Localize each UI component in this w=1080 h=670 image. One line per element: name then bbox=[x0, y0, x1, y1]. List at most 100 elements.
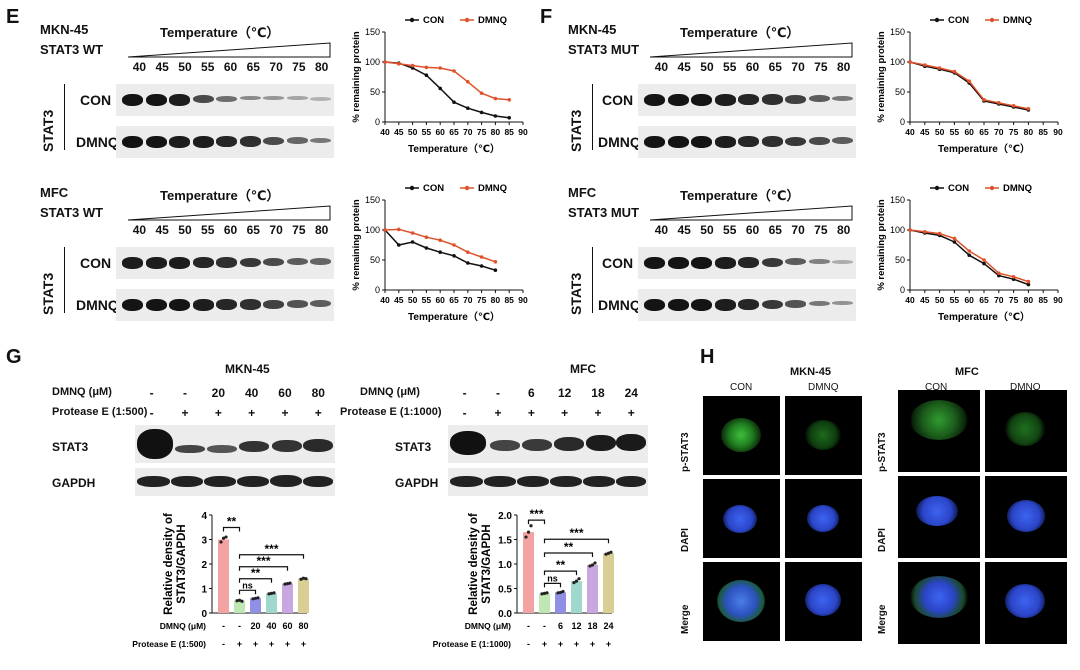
h-mkn45-dmnq-merge bbox=[785, 562, 862, 641]
g-mfc-protease-4: + bbox=[594, 406, 602, 420]
point-con bbox=[1026, 282, 1031, 287]
bar-2 bbox=[555, 592, 566, 613]
x-tick-label: 60 bbox=[435, 295, 445, 305]
cetsa-E-top-con-band-40 bbox=[122, 94, 143, 106]
x-tick-label: 50 bbox=[408, 127, 418, 137]
cetsa-F-bottom-con-band-65 bbox=[761, 257, 783, 268]
g-mfc-protease-5: + bbox=[627, 406, 635, 420]
x-protease-title: Protease E (1:1000) bbox=[433, 639, 512, 649]
x-tick-label: 75 bbox=[1009, 127, 1019, 137]
cetsa-E-bottom-con-band-65 bbox=[239, 257, 261, 268]
point-dmnq bbox=[1026, 107, 1031, 111]
cetsa-E-bottom-temp-40: 40 bbox=[132, 223, 147, 237]
legend-label-con: CON bbox=[948, 183, 969, 194]
panel-label-f: F bbox=[540, 6, 553, 28]
point-dmnq bbox=[1026, 279, 1031, 284]
x-tick-label: 60 bbox=[964, 295, 974, 305]
sig-bracket bbox=[543, 570, 578, 576]
x-tick-label: 65 bbox=[979, 127, 989, 137]
sig-label: ** bbox=[556, 558, 566, 572]
h-row-dapi-2: DAPI bbox=[877, 528, 888, 552]
cetsa-F-top-gradient-wedge bbox=[650, 42, 853, 58]
h-col-con-1: CON bbox=[730, 382, 753, 393]
y-axis-title-line2: STAT3/GAPDH bbox=[481, 524, 493, 603]
y-tick-label: 0.0 bbox=[498, 609, 512, 620]
cetsa-E-bottom-con-band-40 bbox=[122, 257, 143, 269]
cetsa-F-bottom-con-band-80 bbox=[832, 259, 853, 264]
cetsa-F-top-dmnq-band-70 bbox=[785, 136, 806, 147]
y-axis-title-line2: STAT3/GAPDH bbox=[176, 524, 188, 603]
x-protease-label: + bbox=[574, 639, 579, 649]
cetsa-E-bottom-con-band-80 bbox=[310, 258, 331, 265]
bar-point bbox=[251, 597, 255, 601]
g-mfc-protease-0: - bbox=[462, 406, 467, 420]
point-dmnq bbox=[997, 271, 1001, 275]
y-tick-label: 100 bbox=[890, 225, 905, 235]
h-mfc-dmnq-pstat3 bbox=[985, 390, 1067, 472]
cetsa-F-top-temp-row: 40 45 50 55 60 65 70 75 80 bbox=[650, 60, 855, 74]
x-axis-title: Temperature（℃） bbox=[408, 142, 500, 155]
cetsa-E-top-temp-row: 40 45 50 55 60 65 70 75 80 bbox=[128, 60, 333, 74]
point-dmnq bbox=[410, 63, 415, 68]
g-mkn45-protease-1: + bbox=[181, 406, 189, 420]
cetsa-E-bottom-con-blot bbox=[116, 247, 334, 279]
x-tick-label: 80 bbox=[491, 295, 501, 305]
cetsa-E-bottom-dmnq-blot bbox=[116, 289, 334, 321]
sig-bracket bbox=[238, 566, 289, 571]
legend-marker-con bbox=[934, 17, 940, 23]
cetsa-E-top-con-label: CON bbox=[80, 92, 112, 108]
g-mkn45-protease-4: + bbox=[281, 406, 289, 420]
cetsa-F-bottom-dmnq-band-70 bbox=[785, 300, 806, 308]
h-mkn45-dmnq-dapi bbox=[785, 479, 862, 558]
cetsa-F-bottom-cell: MFC bbox=[568, 185, 597, 200]
x-tick-label: 75 bbox=[477, 127, 487, 137]
g-mkn45-protease-2: + bbox=[214, 406, 222, 420]
g-mkn45-stat3-label: STAT3 bbox=[52, 440, 89, 454]
cetsa-E-top-con-band-70 bbox=[263, 96, 284, 101]
bar-point bbox=[542, 591, 547, 595]
cetsa-E-bottom-temp-60: 60 bbox=[223, 223, 238, 237]
cetsa-F-top-dmnq-band-50 bbox=[691, 136, 712, 148]
h-mfc-con-pstat3 bbox=[898, 390, 980, 472]
g-mfc-protease-2: + bbox=[527, 406, 535, 420]
sig-label: *** bbox=[569, 526, 583, 540]
y-tick-label: 3 bbox=[201, 536, 207, 547]
point-dmnq bbox=[908, 228, 912, 232]
point-dmnq bbox=[452, 69, 456, 73]
x-tick-label: 65 bbox=[449, 295, 459, 305]
g-mkn45-dose-1: - bbox=[182, 386, 187, 400]
legend-marker-dmnq bbox=[464, 17, 470, 23]
x-tick-label: 70 bbox=[463, 295, 473, 305]
cetsa-F-top-stat3-label: STAT3 bbox=[568, 109, 584, 152]
line-chart-e-mfc: 0 50 100 150 40 45 50 55 60 65 70 75 80 85 90 Temperatu… bbox=[351, 183, 528, 323]
cetsa-E-bottom-dmnq-band-50 bbox=[169, 299, 190, 311]
sig-bracket bbox=[238, 578, 273, 583]
x-tick-label: 80 bbox=[1024, 295, 1034, 305]
g-mkn45-gapdh-blot bbox=[135, 468, 335, 496]
cetsa-F-bottom-temp-50: 50 bbox=[700, 223, 714, 237]
cetsa-E-top-wedge-shape bbox=[128, 42, 331, 58]
sig-label: ** bbox=[227, 515, 237, 529]
bar-point bbox=[558, 590, 563, 595]
bar-point bbox=[299, 577, 303, 581]
sig-label: ns bbox=[242, 580, 253, 590]
x-tick-label: 60 bbox=[435, 127, 445, 137]
x-tick-label: 75 bbox=[477, 295, 487, 305]
point-con bbox=[507, 116, 511, 120]
x-protease-label: - bbox=[222, 639, 225, 649]
x-tick-label: 75 bbox=[1009, 295, 1019, 305]
point-dmnq bbox=[937, 231, 942, 236]
g-mfc-stat3-blot bbox=[448, 425, 648, 463]
cetsa-F-bottom-dmnq-band-55 bbox=[714, 299, 736, 311]
cetsa-E-bottom-dmnq-band-60 bbox=[216, 299, 237, 311]
g-mfc-protease-3: + bbox=[561, 406, 569, 420]
x-dose-title: DMNQ (μM) bbox=[160, 621, 206, 631]
h-row-pstat3-2: p-STAT3 bbox=[877, 432, 888, 472]
cetsa-F-top-dmnq-label: DMNQ bbox=[598, 134, 641, 150]
cetsa-E-bottom-gradient-wedge bbox=[128, 205, 331, 221]
x-tick-label: 45 bbox=[920, 295, 930, 305]
bar-point bbox=[606, 551, 611, 555]
sig-bracket bbox=[222, 526, 241, 532]
g-mfc-gapdh-label: GAPDH bbox=[395, 476, 439, 490]
cetsa-F-top-dmnq-band-75 bbox=[808, 136, 830, 146]
